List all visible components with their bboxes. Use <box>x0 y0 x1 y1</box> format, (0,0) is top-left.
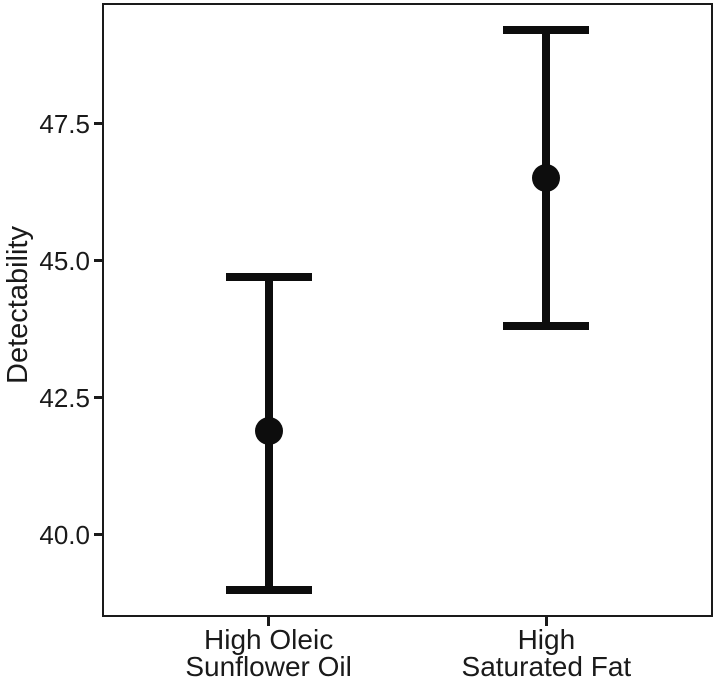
point-marker <box>532 164 561 193</box>
y-tick <box>94 259 102 263</box>
point-marker <box>254 416 283 445</box>
error-bar-cap-upper <box>225 273 312 282</box>
x-category-label: High Saturated Fat <box>416 624 676 681</box>
y-tick-label: 45.0 <box>39 245 90 276</box>
y-tick-label: 40.0 <box>39 519 90 550</box>
error-bar-cap-lower <box>503 322 590 331</box>
y-tick <box>94 533 102 537</box>
error-bar-cap-upper <box>503 26 590 35</box>
error-bar-cap-lower <box>225 585 312 594</box>
x-category-label: High Oleic Sunflower Oil <box>139 624 399 681</box>
plot-area <box>102 3 713 617</box>
y-tick <box>94 396 102 400</box>
x-category-label-line: Sunflower Oil <box>185 651 352 681</box>
x-tick <box>267 617 271 626</box>
x-category-label-line: Saturated Fat <box>461 651 632 681</box>
y-tick-label: 42.5 <box>39 382 90 413</box>
x-tick <box>544 617 548 626</box>
x-category-label-line: High Oleic <box>204 624 334 655</box>
y-tick <box>94 122 102 126</box>
y-tick-label: 47.5 <box>39 108 90 139</box>
x-category-label-line: High <box>517 624 576 655</box>
